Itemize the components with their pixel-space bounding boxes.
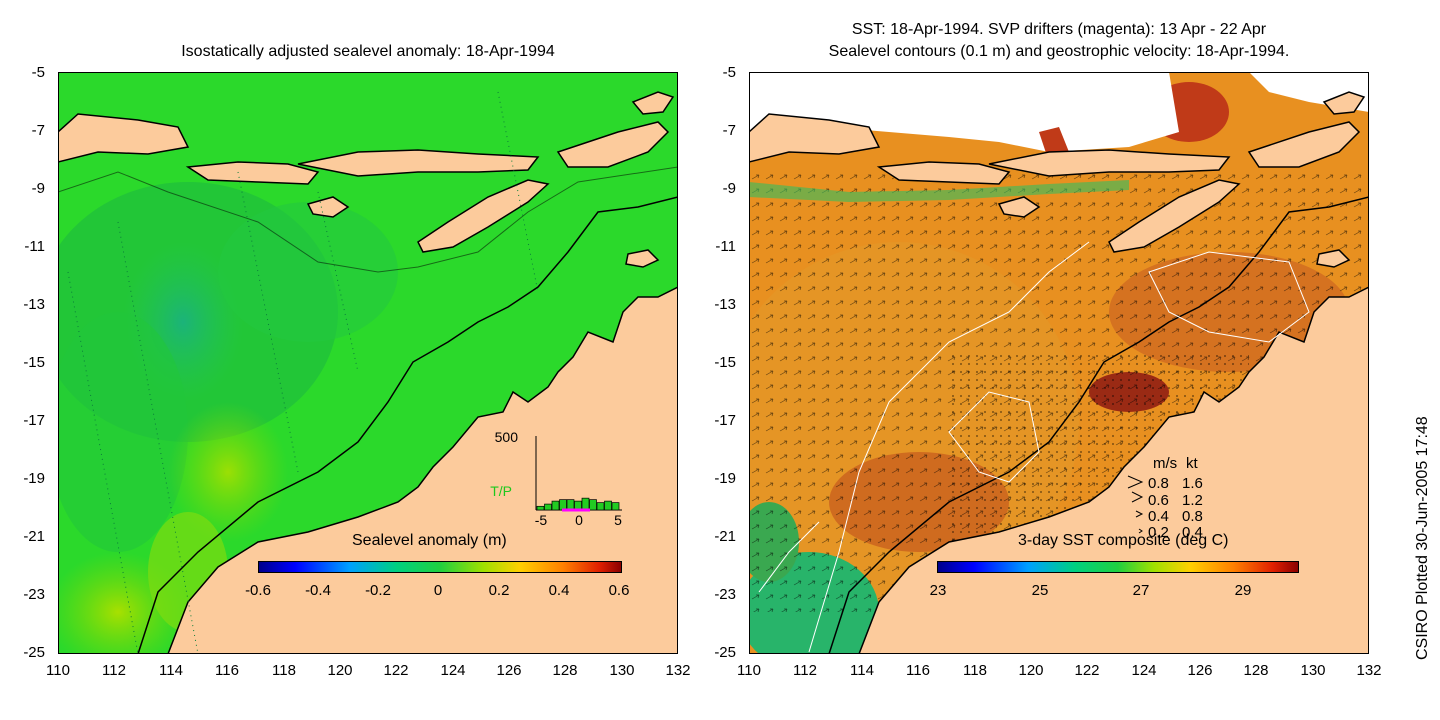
right-y-tick: -25 [714, 644, 736, 661]
right-x-tick: 132 [1356, 662, 1382, 679]
colorbar-label: -0.4 [305, 582, 331, 599]
left-y-tick: -15 [23, 354, 45, 371]
left-panel-title: Isostatically adjusted sealevel anomaly:… [181, 43, 555, 60]
colorbar-label: 25 [1031, 582, 1049, 599]
colorbar-label: 0.2 [488, 582, 510, 599]
left-x-tick: 114 [159, 662, 183, 679]
right-y-tick: -23 [714, 586, 736, 603]
left-x-tick: 112 [102, 662, 126, 679]
left-y-tick: -17 [23, 412, 45, 429]
left-x-tick: 116 [215, 662, 239, 679]
right-x-tick: 114 [850, 662, 874, 679]
inset-histogram-bar [566, 499, 575, 511]
left-x-tick: 122 [383, 662, 409, 679]
inset-histogram-bar [581, 497, 590, 511]
side-credit-container: CSIRO Plotted 30-Jun-2005 17:48 [1392, 370, 1431, 670]
legend-kt-value: 0.8 [1182, 508, 1203, 525]
left-x-tick: 118 [272, 662, 296, 679]
right-y-tick: -15 [714, 354, 736, 371]
inset-histogram-bar [604, 500, 612, 511]
right-y-tick: -19 [714, 470, 736, 487]
sst-colorbar-title: 3-day SST composite (deg C) [1018, 532, 1229, 549]
left-y-tick: -13 [23, 296, 45, 313]
right-x-tick: 116 [906, 662, 930, 679]
inset-ymax-label: 500 [495, 429, 519, 445]
colorbar-label: 29 [1234, 582, 1252, 599]
legend-ms-value: 0.8 [1148, 475, 1169, 492]
right-x-tick: 126 [1187, 662, 1213, 679]
inset-histogram-bar [611, 502, 620, 511]
inset-series-label: T/P [490, 483, 512, 499]
inset-histogram-bar [589, 499, 597, 511]
legend-ms-value: 0.6 [1148, 492, 1169, 509]
legend-kt-value: 1.6 [1182, 475, 1203, 492]
sealevel-colorbar-title: Sealevel anomaly (m) [352, 532, 507, 549]
colorbar-label: -0.2 [365, 582, 391, 599]
right-x-tick: 130 [1300, 662, 1326, 679]
legend-arrow-icon [1131, 491, 1144, 503]
colorbar-label: 0 [433, 582, 443, 599]
right-panel-title-line2: Sealevel contours (0.1 m) and geostrophi… [828, 43, 1290, 60]
sealevel-colorbar [258, 561, 622, 573]
left-x-tick: 120 [327, 662, 353, 679]
legend-arrow-icon [1135, 510, 1144, 518]
plot-credit-label: CSIRO Plotted 30-Jun-2005 17:48 [1414, 416, 1431, 660]
inset-x-label: 5 [614, 512, 622, 528]
left-x-tick: 130 [609, 662, 635, 679]
inset-histogram-bar [536, 505, 545, 511]
right-x-tick: 124 [1131, 662, 1157, 679]
legend-header-ms: m/s [1153, 455, 1177, 472]
left-y-tick: -21 [23, 528, 45, 545]
right-panel-title-line1: SST: 18-Apr-1994. SVP drifters (magenta)… [851, 21, 1267, 38]
legend-kt-value: 1.2 [1182, 492, 1203, 509]
right-x-tick: 122 [1074, 662, 1100, 679]
colorbar-label: -0.6 [245, 582, 271, 599]
left-x-tick: 124 [440, 662, 466, 679]
inset-histogram-bar [559, 499, 567, 511]
left-y-tick: -19 [23, 470, 45, 487]
right-y-tick: -5 [722, 64, 736, 81]
tp-histogram-inset: 500 T/P -5 0 5 [490, 429, 622, 528]
legend-arrow-icon [1127, 475, 1144, 489]
legend-kt-value: 0.4 [1182, 524, 1203, 538]
colorbar-label: 23 [929, 582, 947, 599]
left-y-tick: -7 [31, 122, 45, 139]
left-x-tick: 132 [665, 662, 691, 679]
left-y-tick: -25 [23, 644, 45, 661]
colorbar-label: 27 [1132, 582, 1150, 599]
right-x-tick: 118 [963, 662, 987, 679]
left-y-tick: -11 [24, 238, 45, 255]
sst-colorbar [937, 561, 1299, 573]
colorbar-label: 0.4 [548, 582, 570, 599]
inset-x-label: -5 [535, 512, 548, 528]
left-y-tick: -23 [23, 586, 45, 603]
left-y-tick: -9 [31, 180, 45, 197]
legend-ms-value: 0.4 [1148, 508, 1169, 525]
inset-histogram-bar [551, 500, 560, 511]
left-x-tick: 128 [552, 662, 578, 679]
right-y-tick: -17 [714, 412, 736, 429]
right-y-tick: -11 [715, 238, 736, 255]
inset-histogram-bar [544, 503, 552, 511]
left-x-tick: 126 [496, 662, 522, 679]
legend-arrow-icon [1138, 528, 1143, 534]
inset-x-label: 0 [575, 512, 583, 528]
right-y-tick: -7 [722, 122, 736, 139]
right-x-tick: 110 [737, 662, 761, 679]
right-x-tick: 128 [1243, 662, 1269, 679]
right-x-tick: 112 [793, 662, 817, 679]
right-y-tick: -13 [714, 296, 736, 313]
inset-histogram-bar [596, 502, 605, 511]
right-y-tick: -21 [714, 528, 736, 545]
colorbar-label: 0.6 [608, 582, 630, 599]
velocity-legend: m/s kt 0.8 1.6 0.6 1.2 0.4 0.8 0.2 0.4 [1127, 455, 1203, 538]
legend-ms-value: 0.2 [1148, 524, 1169, 538]
right-y-tick: -9 [722, 180, 736, 197]
left-y-tick: -5 [31, 64, 45, 81]
right-x-tick: 120 [1018, 662, 1044, 679]
legend-header-kt: kt [1186, 455, 1199, 472]
left-x-tick: 110 [46, 662, 70, 679]
